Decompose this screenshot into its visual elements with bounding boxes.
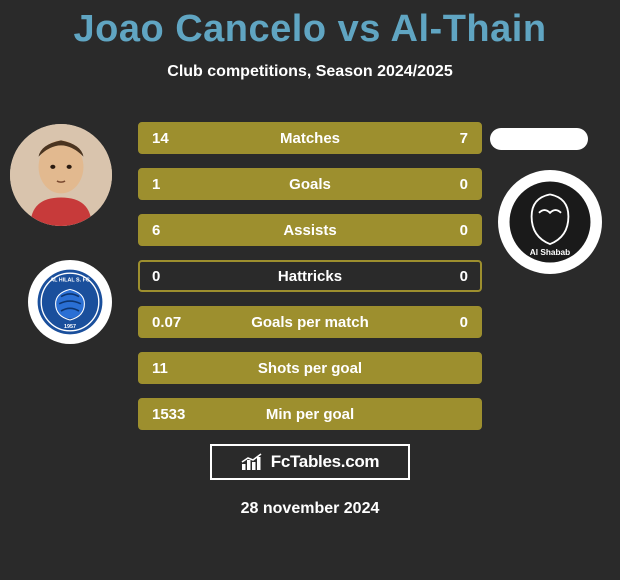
stat-label: Min per goal: [140, 406, 480, 423]
vs-text: vs: [338, 8, 381, 50]
stat-row: 11Shots per goal: [138, 352, 482, 384]
stat-value-right: 7: [460, 130, 468, 147]
stat-row: 14Matches7: [138, 122, 482, 154]
svg-text:Al Shabab: Al Shabab: [530, 248, 570, 257]
stat-row: 1533Min per goal: [138, 398, 482, 430]
stat-label: Hattricks: [140, 268, 480, 285]
stat-value-right: 0: [460, 314, 468, 331]
subtitle: Club competitions, Season 2024/2025: [0, 63, 620, 81]
stat-row: 6Assists0: [138, 214, 482, 246]
page-title: Joao Cancelo vs Al-Thain: [0, 0, 620, 51]
stat-value-right: 0: [460, 268, 468, 285]
stat-value-right: 0: [460, 222, 468, 239]
stat-value-right: 0: [460, 176, 468, 193]
player1-name: Joao Cancelo: [73, 8, 326, 50]
player1-avatar: [10, 124, 112, 226]
player2-flag: [490, 128, 588, 150]
player1-club-badge: AL HILAL S. FC 1957: [28, 260, 112, 344]
player2-name: Al-Thain: [391, 8, 547, 50]
stat-label: Matches: [140, 130, 480, 147]
branding-badge[interactable]: FcTables.com: [210, 444, 410, 480]
stat-label: Goals: [140, 176, 480, 193]
svg-text:AL HILAL S. FC: AL HILAL S. FC: [50, 277, 90, 283]
stat-row: 1Goals0: [138, 168, 482, 200]
stat-label: Shots per goal: [140, 360, 480, 377]
player2-club-badge: Al Shabab: [498, 170, 602, 274]
stat-row: 0.07Goals per match0: [138, 306, 482, 338]
svg-text:1957: 1957: [64, 324, 76, 330]
stats-table: 14Matches71Goals06Assists00Hattricks00.0…: [138, 122, 482, 444]
stat-label: Assists: [140, 222, 480, 239]
chart-icon: [241, 453, 265, 471]
stat-label: Goals per match: [140, 314, 480, 331]
stat-row: 0Hattricks0: [138, 260, 482, 292]
footer-date: 28 november 2024: [0, 500, 620, 518]
branding-text: FcTables.com: [271, 452, 380, 472]
